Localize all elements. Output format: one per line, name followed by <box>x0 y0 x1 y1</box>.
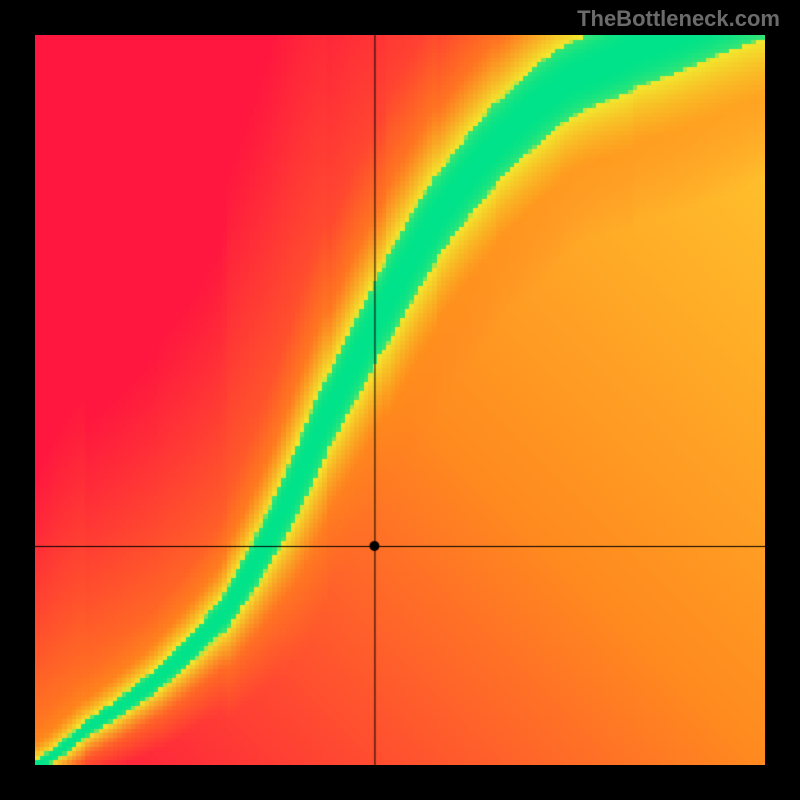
plot-area <box>35 35 765 765</box>
chart-container: TheBottleneck.com <box>0 0 800 800</box>
watermark-text: TheBottleneck.com <box>577 6 780 32</box>
heatmap-canvas <box>35 35 765 765</box>
